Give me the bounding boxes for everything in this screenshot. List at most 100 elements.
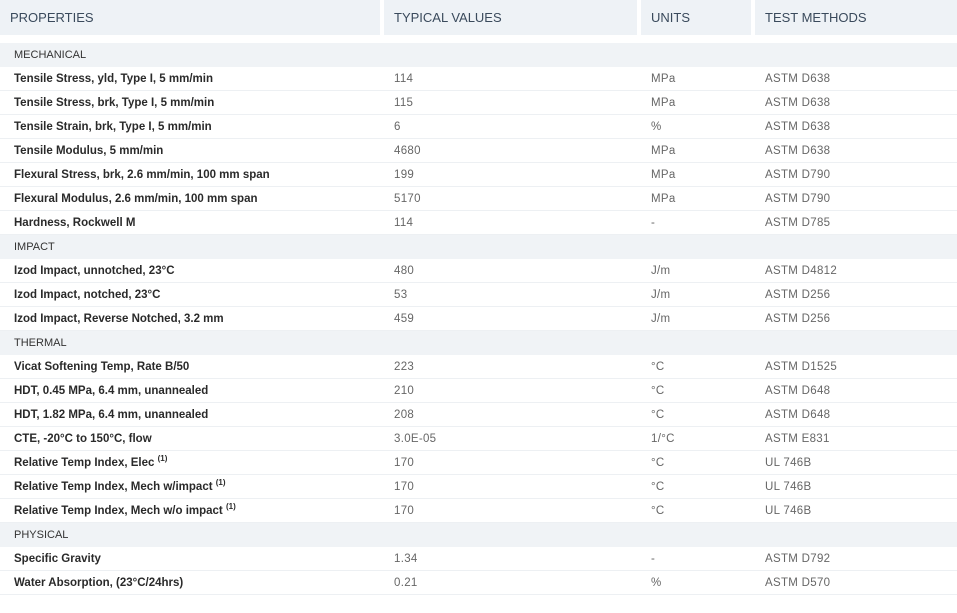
property-name: Izod Impact, unnotched, 23°C [14, 264, 175, 277]
section-title: PHYSICAL [0, 523, 957, 547]
property-cell: Tensile Strain, brk, Type I, 5 mm/min [0, 115, 384, 139]
units-cell: - [641, 547, 755, 571]
units-cell: 1/°C [641, 427, 755, 451]
table-row: Tensile Modulus, 5 mm/min 4680 MPa ASTM D63… [0, 139, 957, 163]
test-method-cell: ASTM D638 [755, 91, 957, 115]
test-method-cell: ASTM D790 [755, 187, 957, 211]
property-name: CTE, -20°C to 150°C, flow [14, 432, 152, 445]
section-row-impact: IMPACT [0, 235, 957, 259]
units-cell: MPa [641, 187, 755, 211]
header-test-methods: TEST METHODS [755, 0, 957, 43]
typical-value-cell: 210 [384, 379, 641, 403]
typical-value-cell: 480 [384, 259, 641, 283]
section-row-thermal: THERMAL [0, 331, 957, 355]
property-name: HDT, 0.45 MPa, 6.4 mm, unannealed [14, 384, 209, 397]
table-row: Izod Impact, Reverse Notched, 3.2 mm 459 J… [0, 307, 957, 331]
property-cell: Tensile Stress, yld, Type I, 5 mm/min [0, 67, 384, 91]
table-row: Flexural Stress, brk, 2.6 mm/min, 100 mm… [0, 163, 957, 187]
test-method-cell: ASTM D256 [755, 307, 957, 331]
typical-value-cell: 170 [384, 499, 641, 523]
test-method-cell: UL 746B [755, 499, 957, 523]
units-cell: MPa [641, 139, 755, 163]
section-row-physical: PHYSICAL [0, 523, 957, 547]
property-cell: Relative Temp Index, Mech w/impact (1) [0, 475, 384, 499]
footnote-marker: (1) [215, 477, 226, 487]
test-method-cell: ASTM D792 [755, 547, 957, 571]
property-cell: Izod Impact, Reverse Notched, 3.2 mm [0, 307, 384, 331]
typical-value-cell: 170 [384, 451, 641, 475]
typical-value-cell: 223 [384, 355, 641, 379]
typical-value-cell: 114 [384, 211, 641, 235]
table-row: Izod Impact, notched, 23°C 53 J/m ASTM D256 [0, 283, 957, 307]
test-method-cell: ASTM D785 [755, 211, 957, 235]
property-cell: Izod Impact, unnotched, 23°C [0, 259, 384, 283]
section-title: IMPACT [0, 235, 957, 259]
property-cell: Vicat Softening Temp, Rate B/50 [0, 355, 384, 379]
property-cell: Tensile Stress, brk, Type I, 5 mm/min [0, 91, 384, 115]
property-cell: Flexural Modulus, 2.6 mm/min, 100 mm spa… [0, 187, 384, 211]
table-body: MECHANICAL Tensile Stress, yld, Type I, 5… [0, 43, 957, 595]
units-cell: °C [641, 379, 755, 403]
table-row: Flexural Modulus, 2.6 mm/min, 100 mm spa… [0, 187, 957, 211]
test-method-cell: ASTM D4812 [755, 259, 957, 283]
table-row: Izod Impact, unnotched, 23°C 480 J/m ASTM D… [0, 259, 957, 283]
units-cell: MPa [641, 163, 755, 187]
property-name: Tensile Stress, yld, Type I, 5 mm/min [14, 72, 213, 85]
typical-value-cell: 0.21 [384, 571, 641, 595]
units-cell: °C [641, 355, 755, 379]
table-row: Water Absorption, (23°C/24hrs) 0.21% ASTM … [0, 571, 957, 595]
typical-value-cell: 208 [384, 403, 641, 427]
table-row: Specific Gravity 1.34- ASTM D792 [0, 547, 957, 571]
section-row-mechanical: MECHANICAL [0, 43, 957, 67]
test-method-cell: ASTM D256 [755, 283, 957, 307]
property-cell: Izod Impact, notched, 23°C [0, 283, 384, 307]
property-name: HDT, 1.82 MPa, 6.4 mm, unannealed [14, 408, 209, 421]
table-row: Relative Temp Index, Elec (1) 170 °C UL 746… [0, 451, 957, 475]
section-title: THERMAL [0, 331, 957, 355]
table-row: Relative Temp Index, Mech w/o impact (1)… [0, 499, 957, 523]
property-cell: Flexural Stress, brk, 2.6 mm/min, 100 mm… [0, 163, 384, 187]
property-name: Tensile Modulus, 5 mm/min [14, 144, 164, 157]
property-name: Izod Impact, Reverse Notched, 3.2 mm [14, 312, 224, 325]
table-row: Relative Temp Index, Mech w/impact (1) 17… [0, 475, 957, 499]
header-typical-values: TYPICAL VALUES [384, 0, 641, 43]
units-cell: % [641, 571, 755, 595]
property-name: Flexural Stress, brk, 2.6 mm/min, 100 mm… [14, 168, 270, 181]
property-name: Water Absorption, (23°C/24hrs) [14, 576, 184, 589]
test-method-cell: ASTM D638 [755, 67, 957, 91]
property-cell: HDT, 1.82 MPa, 6.4 mm, unannealed [0, 403, 384, 427]
properties-table: PROPERTIES TYPICAL VALUES UNITS TEST MET… [0, 0, 957, 595]
table-row: HDT, 0.45 MPa, 6.4 mm, unannealed 210 °C AS… [0, 379, 957, 403]
property-name: Hardness, Rockwell M [14, 216, 136, 229]
units-cell: MPa [641, 67, 755, 91]
footnote-marker: (1) [157, 453, 168, 463]
test-method-cell: ASTM D1525 [755, 355, 957, 379]
units-cell: MPa [641, 91, 755, 115]
typical-value-cell: 4680 [384, 139, 641, 163]
test-method-cell: ASTM D570 [755, 571, 957, 595]
property-cell: Hardness, Rockwell M [0, 211, 384, 235]
typical-value-cell: 170 [384, 475, 641, 499]
property-cell: Tensile Modulus, 5 mm/min [0, 139, 384, 163]
property-name: Relative Temp Index, Mech w/impact [14, 480, 213, 493]
section-title: MECHANICAL [0, 43, 957, 67]
footnote-marker: (1) [225, 501, 236, 511]
table-row: HDT, 1.82 MPa, 6.4 mm, unannealed 208 °C AS… [0, 403, 957, 427]
table-row: Tensile Strain, brk, Type I, 5 mm/min 6% A… [0, 115, 957, 139]
property-name: Flexural Modulus, 2.6 mm/min, 100 mm spa… [14, 192, 258, 205]
property-name: Vicat Softening Temp, Rate B/50 [14, 360, 190, 373]
units-cell: °C [641, 499, 755, 523]
test-method-cell: ASTM E831 [755, 427, 957, 451]
units-cell: °C [641, 403, 755, 427]
table-row: Tensile Stress, brk, Type I, 5 mm/min 115… [0, 91, 957, 115]
property-cell: Relative Temp Index, Mech w/o impact (1) [0, 499, 384, 523]
typical-value-cell: 53 [384, 283, 641, 307]
header-units: UNITS [641, 0, 755, 43]
property-name: Izod Impact, notched, 23°C [14, 288, 161, 301]
units-cell: J/m [641, 307, 755, 331]
property-name: Relative Temp Index, Mech w/o impact [14, 504, 223, 517]
typical-value-cell: 6 [384, 115, 641, 139]
test-method-cell: UL 746B [755, 451, 957, 475]
property-cell: Water Absorption, (23°C/24hrs) [0, 571, 384, 595]
property-name: Tensile Stress, brk, Type I, 5 mm/min [14, 96, 215, 109]
